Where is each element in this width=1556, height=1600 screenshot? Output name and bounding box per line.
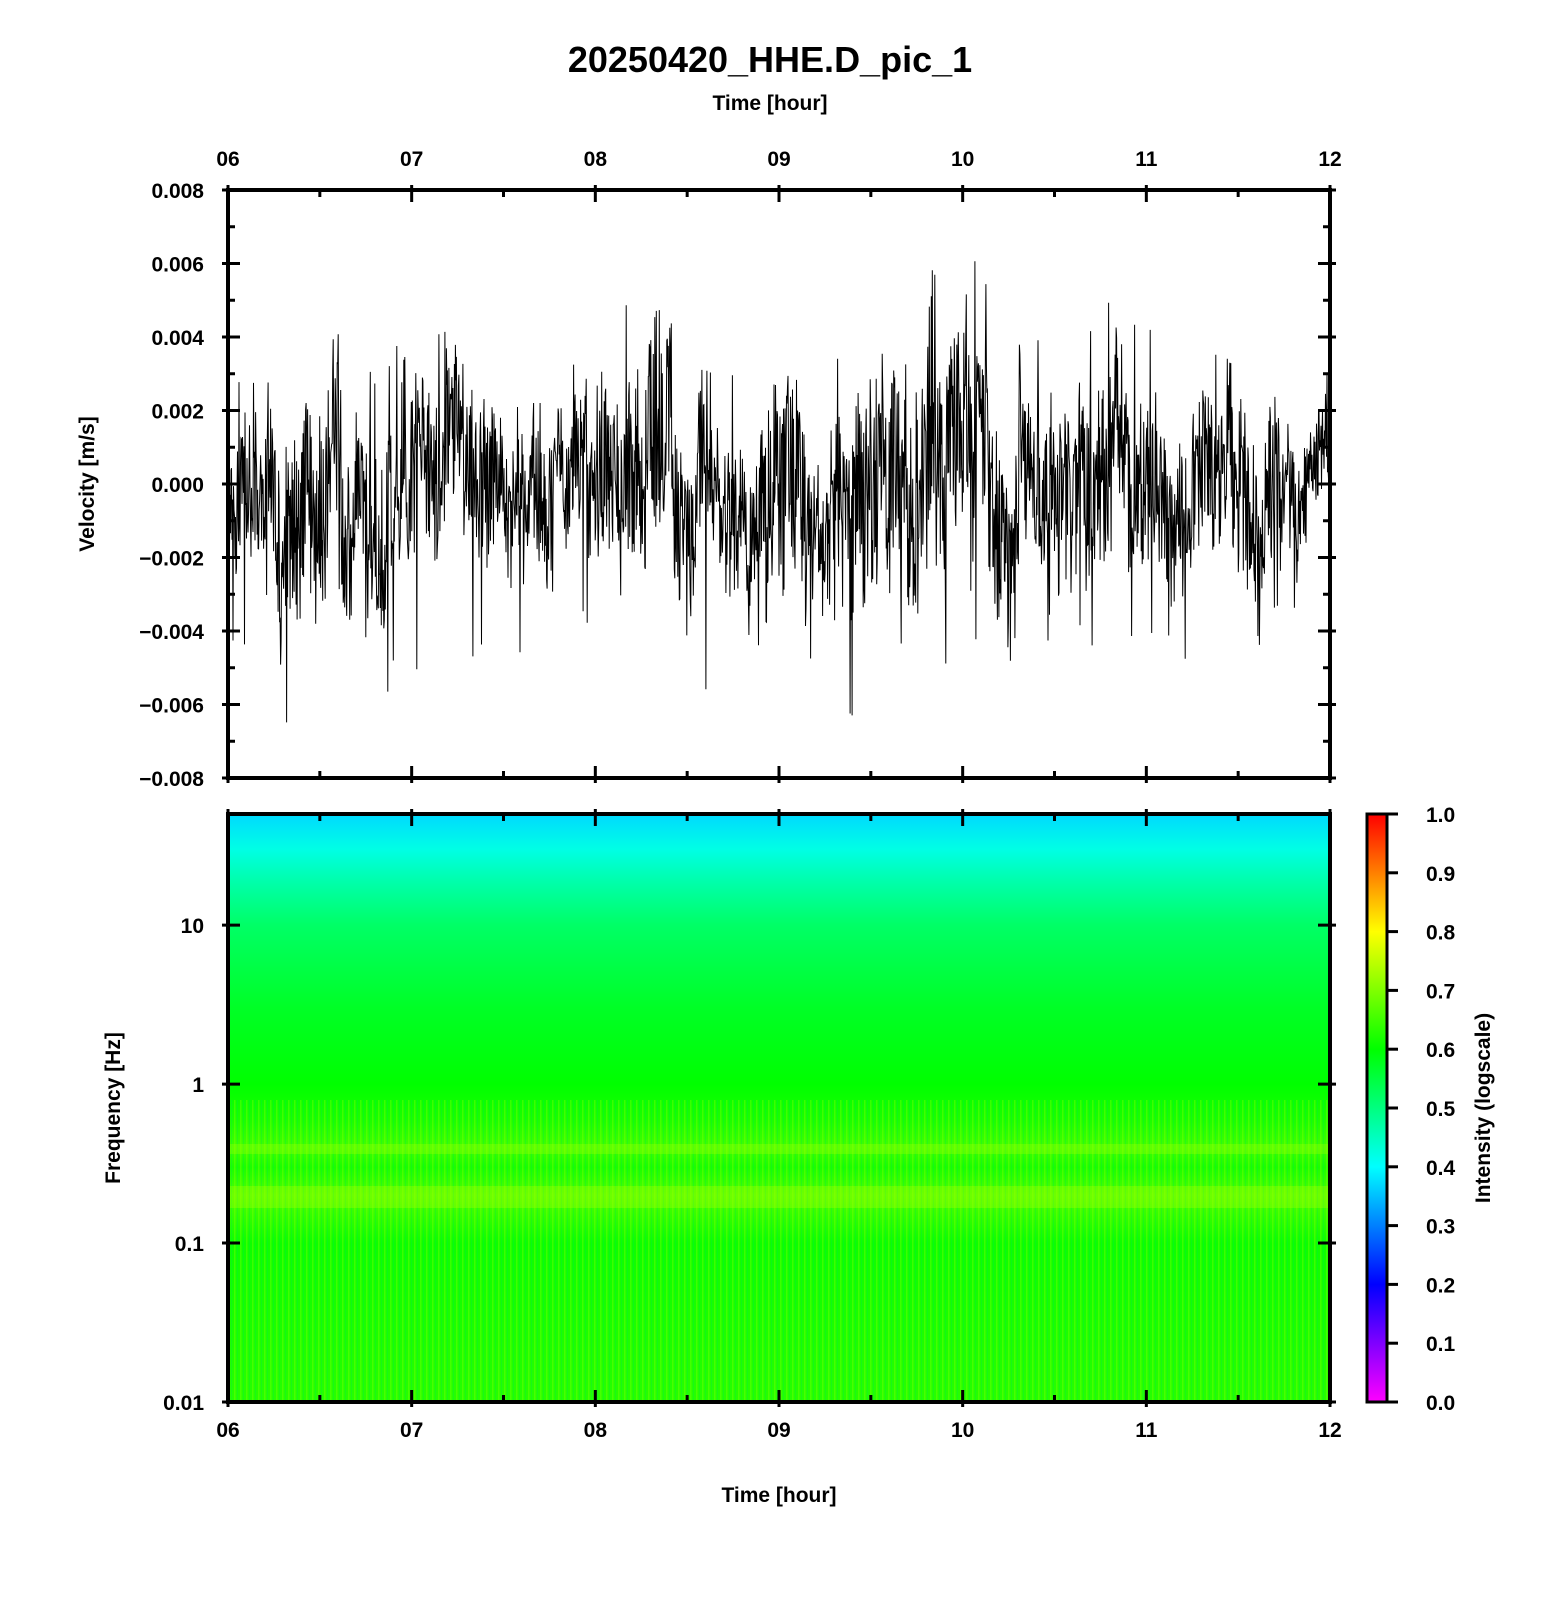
- waveform-y-axis-label: Velocity [m/s]: [76, 416, 99, 551]
- spectrogram-y-ticks: 10 1 0.1 0.01: [163, 915, 1336, 1415]
- colorbar-tick-label: 0.9: [1426, 863, 1455, 886]
- x-tick-label: 07: [400, 148, 423, 171]
- y-tick-label: −0.004: [139, 621, 204, 644]
- waveform-y-ticks: 0.008 0.006 0.004 0.002 0.000 −0.002 −0.004 −0.…: [139, 180, 1336, 791]
- colorbar-tick-label: 0.8: [1426, 922, 1456, 945]
- x-tick-label: 07: [400, 1419, 423, 1442]
- y-tick-label: −0.008: [139, 768, 204, 791]
- top-x-axis-label: Time [hour]: [712, 92, 827, 115]
- colorbar-tick-label: 0.0: [1426, 1392, 1455, 1415]
- waveform-x-ticks: 06 07 08 09 10 11 12: [216, 148, 1342, 783]
- colorbar-tick-label: 0.2: [1426, 1274, 1455, 1297]
- y-tick-label: 0.1: [175, 1233, 205, 1256]
- colorbar-tick-label: 0.1: [1426, 1333, 1456, 1356]
- y-tick-label: 1: [192, 1074, 204, 1097]
- colorbar-ticks: 1.0 0.9 0.8 0.7 0.6 0.5 0.4 0.3 0.2 0.1 0.0: [1387, 804, 1456, 1415]
- spectrogram-x-ticks: 06 07 08 09 10 11 12: [216, 809, 1342, 1442]
- x-tick-label: 10: [951, 1419, 974, 1442]
- x-tick-label: 09: [767, 148, 790, 171]
- colorbar-tick-label: 1.0: [1426, 804, 1455, 827]
- y-tick-label: 0.006: [151, 254, 204, 277]
- y-tick-label: −0.006: [139, 695, 204, 718]
- chart-title: 20250420_HHE.D_pic_1: [568, 39, 972, 80]
- x-tick-label: 09: [767, 1419, 790, 1442]
- x-tick-label: 08: [584, 148, 608, 171]
- x-tick-label: 06: [216, 148, 239, 171]
- x-tick-label: 11: [1135, 1419, 1158, 1442]
- colorbar-tick-label: 0.3: [1426, 1216, 1455, 1239]
- waveform-panel: 06 07 08 09 10 11 12 0.008 0.006 0.004 0.002 0.000…: [76, 148, 1342, 791]
- y-tick-label: 0.000: [151, 474, 204, 497]
- y-tick-label: 0.004: [151, 327, 204, 350]
- colorbar-tick-label: 0.5: [1426, 1098, 1456, 1121]
- x-tick-label: 10: [951, 148, 974, 171]
- x-tick-label: 08: [584, 1419, 608, 1442]
- spectrogram-band-0-2hz: [228, 1186, 1330, 1208]
- colorbar-gradient: [1365, 812, 1389, 1404]
- x-tick-label: 12: [1318, 1419, 1341, 1442]
- colorbar-label: Intensity (logscale): [1472, 1013, 1495, 1203]
- colorbar-tick-label: 0.7: [1426, 980, 1455, 1003]
- colorbar: 1.0 0.9 0.8 0.7 0.6 0.5 0.4 0.3 0.2 0.1 0.0 Intens…: [1365, 804, 1495, 1415]
- waveform-line: [227, 261, 1331, 723]
- y-tick-label: 0.002: [151, 401, 204, 424]
- colorbar-tick-label: 0.6: [1426, 1039, 1455, 1062]
- x-tick-label: 06: [216, 1419, 239, 1442]
- x-tick-label: 12: [1318, 148, 1341, 171]
- x-tick-label: 11: [1135, 148, 1158, 171]
- y-tick-label: 0.01: [163, 1392, 204, 1415]
- y-tick-label: −0.002: [139, 548, 204, 571]
- spectrogram-texture: [228, 1100, 1330, 1402]
- y-tick-label: 0.008: [151, 180, 204, 203]
- spectrogram-band-0-4hz: [228, 1144, 1330, 1154]
- spectrogram-panel: 06 07 08 09 10 11 12 10 1 0.1 0.01 Frequency [Hz]…: [102, 809, 1342, 1507]
- waveform-trace: [227, 261, 1331, 723]
- colorbar-tick-label: 0.4: [1426, 1157, 1456, 1180]
- spectrogram-y-axis-label: Frequency [Hz]: [102, 1032, 125, 1184]
- bottom-x-axis-label: Time [hour]: [721, 1484, 836, 1507]
- y-tick-label: 10: [181, 915, 204, 938]
